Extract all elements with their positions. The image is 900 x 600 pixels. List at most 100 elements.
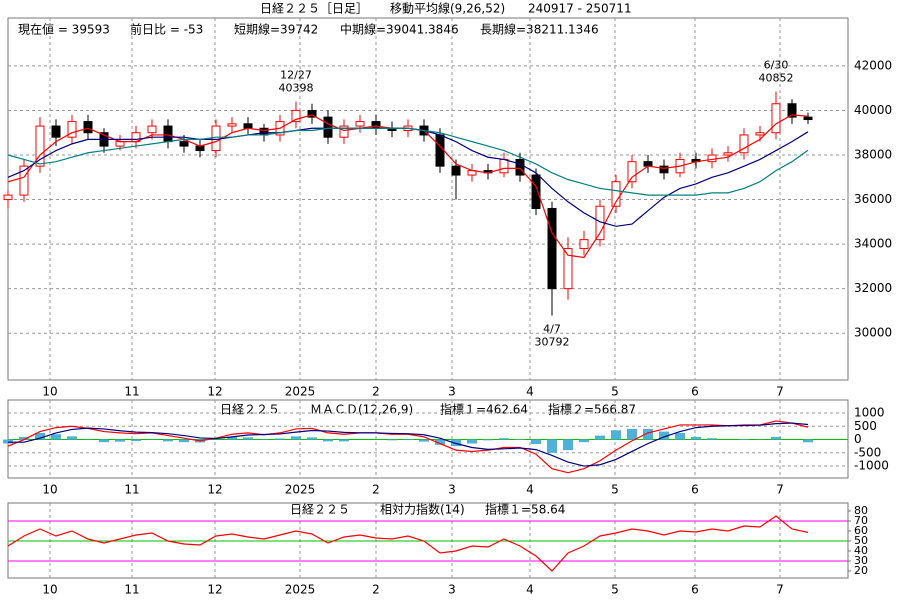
y-tick-label: 38000 (854, 148, 892, 162)
x-tick-label: 12 (207, 583, 222, 597)
y-tick-label: -500 (854, 445, 881, 459)
histogram-bar (339, 439, 349, 442)
candle-body (307, 109, 317, 118)
x-tick-label: 3 (448, 385, 456, 399)
histogram-bar (323, 439, 333, 442)
candle-body (739, 134, 749, 154)
histogram-bar (691, 436, 701, 440)
candle-body (259, 127, 269, 136)
candle-body (147, 125, 157, 134)
histogram-bar (291, 436, 301, 440)
x-tick-label: 7 (776, 583, 784, 597)
histogram-bar (611, 430, 621, 440)
candle-body (611, 181, 621, 207)
candle-body (83, 121, 93, 134)
x-tick-label: 6 (691, 385, 699, 399)
histogram-bar (739, 439, 749, 440)
x-tick-label: 4 (526, 483, 534, 497)
y-tick-label: 36000 (854, 192, 892, 206)
candle-body (19, 165, 29, 196)
candle-body (707, 154, 717, 163)
indicator-label: 相対力指数(14) (380, 502, 465, 517)
x-tick-label: 10 (42, 483, 57, 497)
x-tick-label: 10 (42, 385, 57, 399)
y-tick-label: 60 (854, 524, 868, 537)
candle-body (3, 194, 13, 201)
candle-body (115, 141, 125, 147)
histogram-bar (131, 439, 141, 442)
histogram-bar (675, 432, 685, 440)
histogram-bar (3, 439, 13, 444)
histogram-bar (659, 431, 669, 440)
histogram-bar (227, 436, 237, 440)
histogram-bar (35, 432, 45, 440)
x-tick-label: 7 (776, 385, 784, 399)
candle-body (755, 132, 765, 136)
histogram-bar (435, 439, 445, 445)
candle-body (323, 116, 333, 138)
candle-body (803, 116, 813, 121)
candle-body (579, 239, 589, 250)
histogram-bar (483, 439, 493, 441)
y-tick-label: 50 (854, 534, 868, 547)
histogram-bar (771, 436, 781, 440)
y-tick-label: 20 (854, 564, 868, 577)
candle-body (291, 109, 301, 123)
candle-body (163, 125, 173, 143)
histogram-bar (275, 438, 285, 440)
info-text: 中期線=39041.3846 (340, 22, 459, 37)
period-label: 240917 - 250711 (528, 2, 632, 16)
candle-body (35, 125, 45, 167)
candle-body (211, 125, 221, 152)
x-tick-label: 5 (611, 483, 619, 497)
histogram-bar (595, 435, 605, 440)
candle-body (787, 103, 797, 118)
y-tick-label: 500 (854, 419, 877, 433)
y-tick-label: 80 (854, 504, 868, 517)
candle-body (67, 121, 77, 138)
histogram-bar (627, 428, 637, 440)
y-tick-label: -1000 (854, 459, 889, 473)
x-tick-label: 3 (448, 483, 456, 497)
x-tick-label: 5 (611, 385, 619, 399)
indicator-label: 移動平均線(9,26,52) (390, 1, 505, 16)
candle-body (243, 123, 253, 129)
candle-body (643, 161, 653, 167)
indicator-line (8, 422, 809, 467)
candle-body (227, 123, 237, 127)
candle-body (531, 174, 541, 209)
histogram-bar (563, 439, 573, 451)
x-tick-label: 10 (42, 583, 57, 597)
x-tick-label: 2 (372, 583, 380, 597)
candle-body (451, 165, 461, 176)
histogram-bar (51, 434, 61, 440)
candle-body (563, 248, 573, 290)
histogram-bar (115, 439, 125, 442)
panel-title: 日経２２５ (220, 403, 280, 417)
x-tick-label: 2025 (285, 483, 316, 497)
annotation-label: 6/30 (764, 58, 789, 71)
candle-body (627, 161, 637, 183)
info-text: 指標１=58.64 (485, 502, 565, 517)
candle-body (659, 165, 669, 174)
annotation-label: 12/27 (280, 69, 312, 82)
info-text: 短期線=39742 (234, 22, 318, 37)
x-tick-label: 5 (611, 583, 619, 597)
panel-title: 日経２２５ (290, 503, 350, 517)
x-tick-label: 11 (124, 483, 139, 497)
candle-body (339, 125, 349, 138)
candle-body (499, 158, 509, 174)
histogram-bar (307, 437, 317, 440)
indicator-line (7, 515, 809, 572)
y-tick-label: 42000 (854, 58, 892, 72)
histogram-bar (531, 439, 541, 445)
histogram-bar (243, 437, 253, 440)
histogram-bar (19, 436, 29, 440)
x-tick-label: 4 (526, 583, 534, 597)
candle-body (371, 121, 381, 129)
histogram-bar (403, 439, 413, 441)
histogram-bar (547, 439, 557, 453)
annotation-value: 40852 (759, 71, 794, 84)
annotation-value: 30792 (535, 336, 570, 349)
